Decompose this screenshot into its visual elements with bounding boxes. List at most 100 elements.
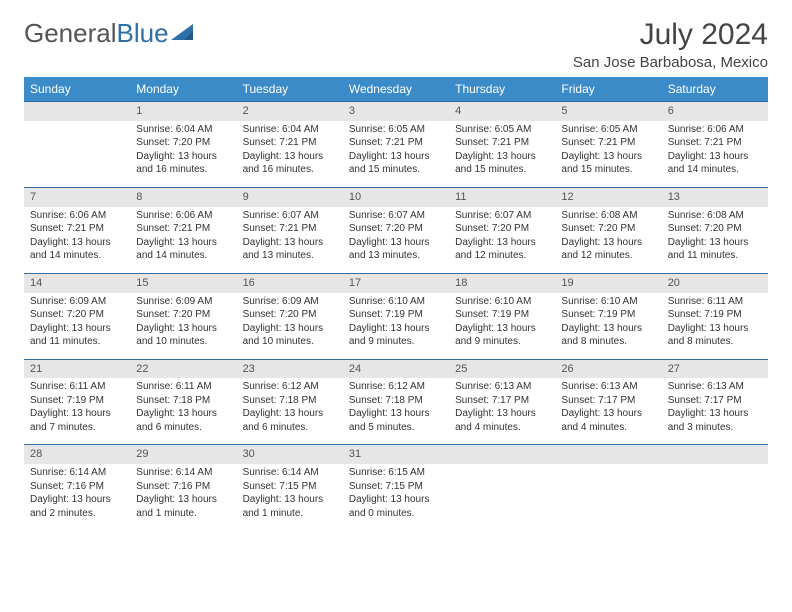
day-number-cell: 29 bbox=[130, 445, 236, 464]
sun-info-line: Sunset: 7:16 PM bbox=[30, 480, 124, 494]
sun-info-line: Sunset: 7:20 PM bbox=[243, 308, 337, 322]
sun-info-line: Sunset: 7:21 PM bbox=[561, 136, 655, 150]
sun-info-line: Daylight: 13 hours and 13 minutes. bbox=[243, 236, 337, 263]
day-content-cell: Sunrise: 6:13 AMSunset: 7:17 PMDaylight:… bbox=[662, 378, 768, 445]
day-content-row: Sunrise: 6:09 AMSunset: 7:20 PMDaylight:… bbox=[24, 293, 768, 360]
day-content-cell: Sunrise: 6:11 AMSunset: 7:19 PMDaylight:… bbox=[24, 378, 130, 445]
sun-info-line: Daylight: 13 hours and 0 minutes. bbox=[349, 493, 443, 520]
day-content-cell: Sunrise: 6:09 AMSunset: 7:20 PMDaylight:… bbox=[24, 293, 130, 360]
day-number-cell: 21 bbox=[24, 359, 130, 378]
day-number-cell: 4 bbox=[449, 102, 555, 121]
day-content-cell: Sunrise: 6:04 AMSunset: 7:20 PMDaylight:… bbox=[130, 121, 236, 188]
day-content-cell: Sunrise: 6:14 AMSunset: 7:16 PMDaylight:… bbox=[24, 464, 130, 530]
day-content-cell: Sunrise: 6:06 AMSunset: 7:21 PMDaylight:… bbox=[130, 207, 236, 274]
day-number-cell: 18 bbox=[449, 273, 555, 292]
sun-info-line: Sunset: 7:19 PM bbox=[668, 308, 762, 322]
sun-info-line: Sunrise: 6:10 AM bbox=[561, 295, 655, 309]
sun-info-line: Daylight: 13 hours and 3 minutes. bbox=[668, 407, 762, 434]
sun-info-line: Daylight: 13 hours and 7 minutes. bbox=[30, 407, 124, 434]
day-number-cell bbox=[662, 445, 768, 464]
sun-info-line: Daylight: 13 hours and 11 minutes. bbox=[30, 322, 124, 349]
sun-info-line: Daylight: 13 hours and 15 minutes. bbox=[455, 150, 549, 177]
day-header: Thursday bbox=[449, 77, 555, 102]
sun-info-line: Daylight: 13 hours and 14 minutes. bbox=[668, 150, 762, 177]
day-content-cell: Sunrise: 6:08 AMSunset: 7:20 PMDaylight:… bbox=[662, 207, 768, 274]
sun-info-line: Sunrise: 6:11 AM bbox=[30, 380, 124, 394]
day-number-cell: 26 bbox=[555, 359, 661, 378]
sun-info-line: Daylight: 13 hours and 15 minutes. bbox=[349, 150, 443, 177]
day-number-row: 123456 bbox=[24, 102, 768, 121]
calendar-table: Sunday Monday Tuesday Wednesday Thursday… bbox=[24, 77, 768, 530]
sun-info-line: Sunset: 7:20 PM bbox=[455, 222, 549, 236]
sun-info-line: Daylight: 13 hours and 12 minutes. bbox=[561, 236, 655, 263]
sun-info-line: Sunset: 7:19 PM bbox=[455, 308, 549, 322]
sun-info-line: Sunset: 7:20 PM bbox=[349, 222, 443, 236]
day-number-cell: 11 bbox=[449, 187, 555, 206]
day-content-cell: Sunrise: 6:07 AMSunset: 7:20 PMDaylight:… bbox=[343, 207, 449, 274]
sun-info-line: Sunset: 7:16 PM bbox=[136, 480, 230, 494]
sun-info-line: Sunrise: 6:06 AM bbox=[136, 209, 230, 223]
day-number-cell: 25 bbox=[449, 359, 555, 378]
sun-info-line: Daylight: 13 hours and 8 minutes. bbox=[668, 322, 762, 349]
day-number-cell: 5 bbox=[555, 102, 661, 121]
day-header: Monday bbox=[130, 77, 236, 102]
sun-info-line: Daylight: 13 hours and 15 minutes. bbox=[561, 150, 655, 177]
sun-info-line: Sunrise: 6:12 AM bbox=[349, 380, 443, 394]
sun-info-line: Sunset: 7:19 PM bbox=[30, 394, 124, 408]
sun-info-line: Sunrise: 6:15 AM bbox=[349, 466, 443, 480]
sun-info-line: Sunrise: 6:09 AM bbox=[243, 295, 337, 309]
sun-info-line: Sunrise: 6:08 AM bbox=[561, 209, 655, 223]
brand-part1: General bbox=[24, 18, 117, 49]
sun-info-line: Sunrise: 6:14 AM bbox=[30, 466, 124, 480]
sun-info-line: Sunset: 7:20 PM bbox=[30, 308, 124, 322]
sun-info-line: Sunset: 7:20 PM bbox=[136, 308, 230, 322]
sun-info-line: Daylight: 13 hours and 10 minutes. bbox=[136, 322, 230, 349]
sun-info-line: Daylight: 13 hours and 2 minutes. bbox=[30, 493, 124, 520]
sun-info-line: Sunset: 7:18 PM bbox=[349, 394, 443, 408]
sun-info-line: Daylight: 13 hours and 4 minutes. bbox=[561, 407, 655, 434]
day-number-cell: 8 bbox=[130, 187, 236, 206]
day-content-cell: Sunrise: 6:04 AMSunset: 7:21 PMDaylight:… bbox=[237, 121, 343, 188]
day-content-row: Sunrise: 6:04 AMSunset: 7:20 PMDaylight:… bbox=[24, 121, 768, 188]
day-content-row: Sunrise: 6:14 AMSunset: 7:16 PMDaylight:… bbox=[24, 464, 768, 530]
brand-triangle-icon bbox=[171, 22, 197, 42]
day-number-cell: 31 bbox=[343, 445, 449, 464]
day-content-cell: Sunrise: 6:10 AMSunset: 7:19 PMDaylight:… bbox=[343, 293, 449, 360]
sun-info-line: Sunrise: 6:04 AM bbox=[136, 123, 230, 137]
day-number-cell: 6 bbox=[662, 102, 768, 121]
sun-info-line: Sunset: 7:20 PM bbox=[668, 222, 762, 236]
day-header-row: Sunday Monday Tuesday Wednesday Thursday… bbox=[24, 77, 768, 102]
brand-logo: GeneralBlue bbox=[24, 18, 197, 49]
day-content-cell: Sunrise: 6:08 AMSunset: 7:20 PMDaylight:… bbox=[555, 207, 661, 274]
day-number-row: 28293031 bbox=[24, 445, 768, 464]
day-content-cell: Sunrise: 6:05 AMSunset: 7:21 PMDaylight:… bbox=[555, 121, 661, 188]
sun-info-line: Sunset: 7:17 PM bbox=[455, 394, 549, 408]
day-number-cell: 7 bbox=[24, 187, 130, 206]
day-content-cell: Sunrise: 6:15 AMSunset: 7:15 PMDaylight:… bbox=[343, 464, 449, 530]
sun-info-line: Sunrise: 6:14 AM bbox=[136, 466, 230, 480]
sun-info-line: Sunset: 7:21 PM bbox=[30, 222, 124, 236]
day-content-cell: Sunrise: 6:07 AMSunset: 7:21 PMDaylight:… bbox=[237, 207, 343, 274]
sun-info-line: Sunset: 7:20 PM bbox=[561, 222, 655, 236]
day-content-cell: Sunrise: 6:11 AMSunset: 7:19 PMDaylight:… bbox=[662, 293, 768, 360]
day-content-cell: Sunrise: 6:12 AMSunset: 7:18 PMDaylight:… bbox=[237, 378, 343, 445]
day-number-cell: 3 bbox=[343, 102, 449, 121]
day-number-cell: 17 bbox=[343, 273, 449, 292]
brand-part2: Blue bbox=[117, 18, 169, 49]
day-number-row: 21222324252627 bbox=[24, 359, 768, 378]
sun-info-line: Sunrise: 6:05 AM bbox=[455, 123, 549, 137]
sun-info-line: Sunrise: 6:05 AM bbox=[561, 123, 655, 137]
sun-info-line: Sunset: 7:21 PM bbox=[455, 136, 549, 150]
sun-info-line: Daylight: 13 hours and 8 minutes. bbox=[561, 322, 655, 349]
day-content-cell: Sunrise: 6:13 AMSunset: 7:17 PMDaylight:… bbox=[449, 378, 555, 445]
day-number-cell: 14 bbox=[24, 273, 130, 292]
day-number-cell: 13 bbox=[662, 187, 768, 206]
day-content-cell: Sunrise: 6:06 AMSunset: 7:21 PMDaylight:… bbox=[24, 207, 130, 274]
day-content-cell: Sunrise: 6:12 AMSunset: 7:18 PMDaylight:… bbox=[343, 378, 449, 445]
sun-info-line: Sunset: 7:21 PM bbox=[668, 136, 762, 150]
sun-info-line: Daylight: 13 hours and 14 minutes. bbox=[30, 236, 124, 263]
sun-info-line: Sunset: 7:17 PM bbox=[668, 394, 762, 408]
sun-info-line: Sunset: 7:15 PM bbox=[243, 480, 337, 494]
sun-info-line: Daylight: 13 hours and 1 minute. bbox=[243, 493, 337, 520]
day-number-cell: 9 bbox=[237, 187, 343, 206]
